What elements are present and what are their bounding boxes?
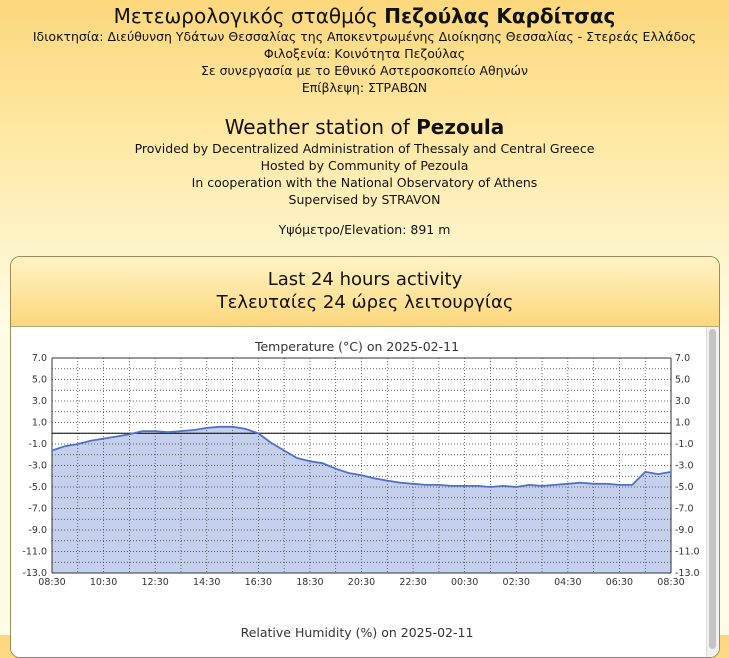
x-tick-label: 00:30 [451,577,478,588]
x-tick-label: 12:30 [141,577,168,588]
cooperation-line-english: In cooperation with the National Observa… [191,175,538,190]
x-tick-label: 14:30 [193,577,220,588]
supervision-line-greek: Επίβλεψη: ΣΤΡΑΒΩΝ [301,80,428,95]
temperature-line [51,425,672,488]
y-tick-label-right: -13.0 [675,568,700,579]
x-tick-label: 08:30 [657,577,684,588]
humidity-chart-title: Relative Humidity (%) on 2025-02-11 [241,625,474,640]
y-tick-label-right: 1.0 [675,418,690,429]
panel-title-greek: Τελευταίες 24 ώρες λειτουργίας [216,292,514,313]
y-tick-label-right: -3.0 [675,461,694,472]
y-tick-label-right: -7.0 [675,504,694,515]
vertical-scrollbar[interactable] [706,327,719,657]
host-line-english: Hosted by Community of Pezoula [260,158,469,173]
activity-panel: Last 24 hours activity Τελευταίες 24 ώρε… [10,256,720,658]
scrollbar-thumb[interactable] [709,329,716,649]
host-line-greek: Φιλοξενία: Κοινότητα Πεζούλας [263,46,466,61]
station-title-greek: Μετεωρολογικός σταθμός Πεζούλας Καρδίτσα… [113,4,616,28]
x-tick-label: 22:30 [399,577,426,588]
x-tick-label: 20:30 [348,577,375,588]
x-tick-label: 10:30 [90,577,117,588]
y-tick-label-right: -9.0 [675,525,694,536]
station-title-english: Weather station of Pezoula [224,115,505,139]
x-tick-label: 18:30 [296,577,323,588]
y-tick-label-left: -11.0 [22,547,47,558]
x-tick-label: 06:30 [606,577,633,588]
y-tick-label-right: 7.0 [675,353,690,364]
owner-line-greek: Ιδιοκτησία: Διεύθυνση Υδάτων Θεσσαλίας τ… [32,29,697,44]
y-tick-label-right: -11.0 [675,547,700,558]
y-tick-label-left: -9.0 [28,525,47,536]
x-tick-label: 08:30 [38,577,65,588]
y-tick-label-left: -13.0 [22,568,47,579]
temperature-chart-title: Temperature (°C) on 2025-02-11 [254,339,459,354]
y-tick-label-right: 5.0 [675,375,690,386]
panel-header: Last 24 hours activity Τελευταίες 24 ώρε… [11,257,719,327]
elevation-text: Υψόμετρο/Elevation: 891 m [278,222,451,237]
y-tick-label-left: 1.0 [32,418,47,429]
y-tick-label-left: 3.0 [32,396,47,407]
supervision-line-english: Supervised by STRAVON [288,192,441,207]
x-tick-label: 02:30 [503,577,530,588]
y-tick-label-right: 3.0 [675,396,690,407]
x-tick-label: 16:30 [245,577,272,588]
panel-body[interactable]: Temperature (°C) on 2025-02-11 7.0 7.0 5.0… [11,327,719,657]
y-tick-label-left: 7.0 [32,353,47,364]
temperature-chart: Temperature (°C) on 2025-02-11 7.0 7.0 5.0… [22,339,700,640]
y-tick-label-right: -5.0 [675,482,694,493]
x-tick-label: 04:30 [554,577,581,588]
cooperation-line-greek: Σε συνεργασία με το Εθνικό Αστεροσκοπείο… [201,63,528,78]
y-tick-label-left: 5.0 [32,375,47,386]
owner-line-english: Provided by Decentralized Administration… [134,141,595,156]
panel-title-english: Last 24 hours activity [267,269,463,290]
y-tick-label-right: -1.0 [675,439,694,450]
y-tick-label-left: -3.0 [28,461,47,472]
y-tick-label-left: -5.0 [28,482,47,493]
y-tick-label-left: -7.0 [28,504,47,515]
y-tick-label-left: -1.0 [28,439,47,450]
station-header: Μετεωρολογικός σταθμός Πεζούλας Καρδίτσα… [0,4,729,238]
